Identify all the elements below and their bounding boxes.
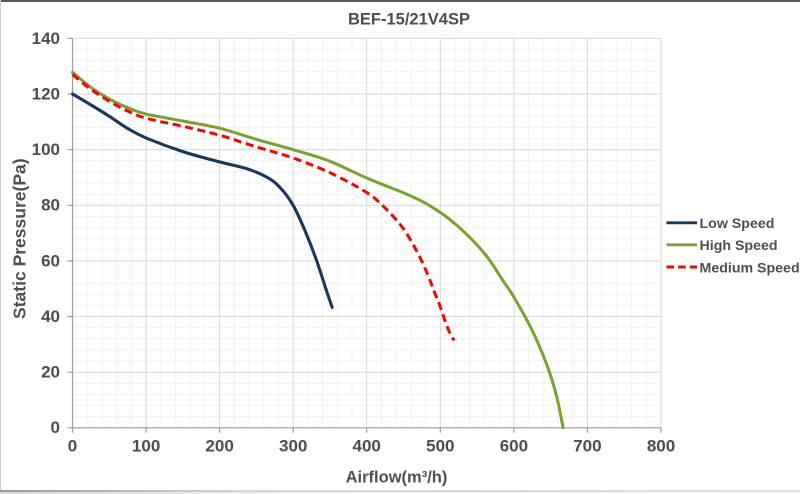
svg-text:80: 80 xyxy=(41,196,60,215)
svg-text:High Speed: High Speed xyxy=(700,238,778,254)
svg-text:0: 0 xyxy=(51,418,60,437)
svg-text:120: 120 xyxy=(32,84,60,103)
svg-text:140: 140 xyxy=(32,29,60,48)
svg-text:300: 300 xyxy=(279,436,307,455)
svg-text:40: 40 xyxy=(41,307,60,326)
svg-text:700: 700 xyxy=(573,436,601,455)
svg-text:500: 500 xyxy=(426,436,454,455)
svg-text:BEF-15/21V4SP: BEF-15/21V4SP xyxy=(348,11,470,29)
svg-text:Airflow(m³/h): Airflow(m³/h) xyxy=(346,469,448,487)
svg-text:Medium Speed: Medium Speed xyxy=(700,260,800,276)
svg-text:Static Pressure(Pa): Static Pressure(Pa) xyxy=(9,158,29,319)
svg-text:600: 600 xyxy=(500,436,528,455)
svg-text:200: 200 xyxy=(205,436,233,455)
svg-text:400: 400 xyxy=(353,436,381,455)
svg-text:800: 800 xyxy=(647,436,675,455)
svg-text:100: 100 xyxy=(32,140,60,159)
svg-text:0: 0 xyxy=(68,436,77,455)
svg-text:60: 60 xyxy=(41,251,60,270)
svg-text:Low Speed: Low Speed xyxy=(700,216,775,232)
svg-text:20: 20 xyxy=(41,363,60,382)
svg-text:100: 100 xyxy=(132,436,160,455)
